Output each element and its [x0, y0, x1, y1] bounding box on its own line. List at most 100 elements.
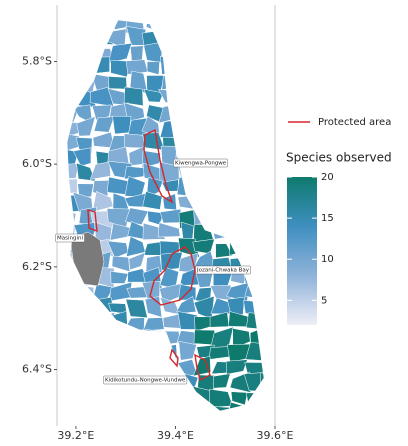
district	[197, 90, 217, 103]
district	[226, 296, 245, 316]
district	[212, 71, 234, 92]
district	[244, 161, 264, 180]
district	[142, 341, 162, 365]
district	[192, 131, 217, 148]
district	[267, 56, 279, 73]
district	[125, 299, 148, 318]
district	[77, 400, 98, 411]
district	[209, 88, 234, 104]
district	[246, 192, 264, 213]
colorbar-tick-label: 10	[321, 254, 334, 265]
district	[142, 191, 163, 210]
district	[193, 20, 217, 34]
district	[263, 331, 264, 350]
district	[261, 150, 264, 166]
district	[67, 315, 77, 331]
district	[260, 100, 264, 124]
district	[209, 175, 233, 200]
district	[95, 330, 114, 346]
district	[175, 121, 199, 136]
district	[229, 91, 250, 109]
district	[261, 116, 264, 139]
district	[110, 271, 129, 284]
district	[226, 104, 252, 124]
district	[231, 145, 248, 167]
district	[263, 387, 264, 406]
district	[77, 76, 96, 94]
district	[159, 55, 179, 75]
district	[262, 344, 264, 359]
district	[229, 132, 249, 154]
district	[260, 372, 264, 393]
district	[263, 208, 264, 223]
annotation-box	[55, 233, 85, 243]
district	[210, 100, 232, 122]
district	[214, 27, 229, 46]
district	[73, 57, 95, 79]
district	[191, 118, 214, 136]
district	[74, 20, 97, 32]
protected-area	[87, 209, 98, 233]
district	[67, 178, 78, 194]
district	[67, 281, 77, 301]
district	[113, 403, 128, 411]
district	[225, 359, 248, 375]
colorbar-tick-label: 15	[321, 213, 334, 224]
district	[193, 101, 214, 124]
district	[73, 297, 92, 319]
district	[90, 20, 115, 35]
district	[157, 222, 181, 238]
district	[225, 40, 249, 59]
district	[262, 164, 264, 183]
district	[228, 221, 252, 242]
districts	[67, 20, 282, 411]
district	[176, 20, 200, 33]
district	[143, 41, 163, 63]
x-tick-label: 39.6°E	[257, 429, 294, 442]
district	[108, 76, 127, 90]
district	[158, 389, 181, 408]
district	[72, 147, 92, 167]
district	[74, 388, 96, 403]
district	[263, 236, 264, 260]
district	[67, 163, 80, 179]
y-tick-label: 6.4°S	[22, 363, 52, 376]
district	[248, 152, 262, 163]
annotation-box	[173, 158, 228, 168]
district	[245, 209, 264, 227]
district	[108, 281, 133, 302]
district	[209, 388, 234, 408]
annotation-box	[103, 375, 188, 385]
district	[265, 43, 282, 58]
district	[246, 103, 264, 124]
district	[107, 327, 132, 348]
district	[77, 183, 94, 199]
district	[209, 60, 231, 77]
district	[260, 403, 264, 411]
district	[261, 28, 264, 45]
district	[67, 71, 79, 91]
protected-areas	[87, 128, 211, 382]
district	[260, 76, 264, 92]
colorbar-tick-label: 20	[321, 172, 334, 183]
district	[148, 404, 166, 411]
island-outline	[66, 19, 265, 412]
district	[211, 42, 231, 61]
annotation: Jozani-Chwaka Bay	[196, 268, 250, 274]
district	[67, 29, 75, 44]
district	[242, 134, 264, 153]
district	[225, 20, 248, 35]
district	[260, 192, 264, 210]
district	[159, 208, 182, 224]
district	[125, 401, 148, 411]
district	[230, 208, 247, 225]
district	[249, 116, 264, 139]
district	[91, 104, 112, 121]
district	[175, 402, 199, 411]
district	[175, 89, 199, 108]
colorbar-title: Species observed	[286, 151, 392, 165]
district	[161, 75, 184, 90]
district	[124, 175, 146, 198]
district	[174, 102, 200, 125]
district	[227, 118, 245, 134]
